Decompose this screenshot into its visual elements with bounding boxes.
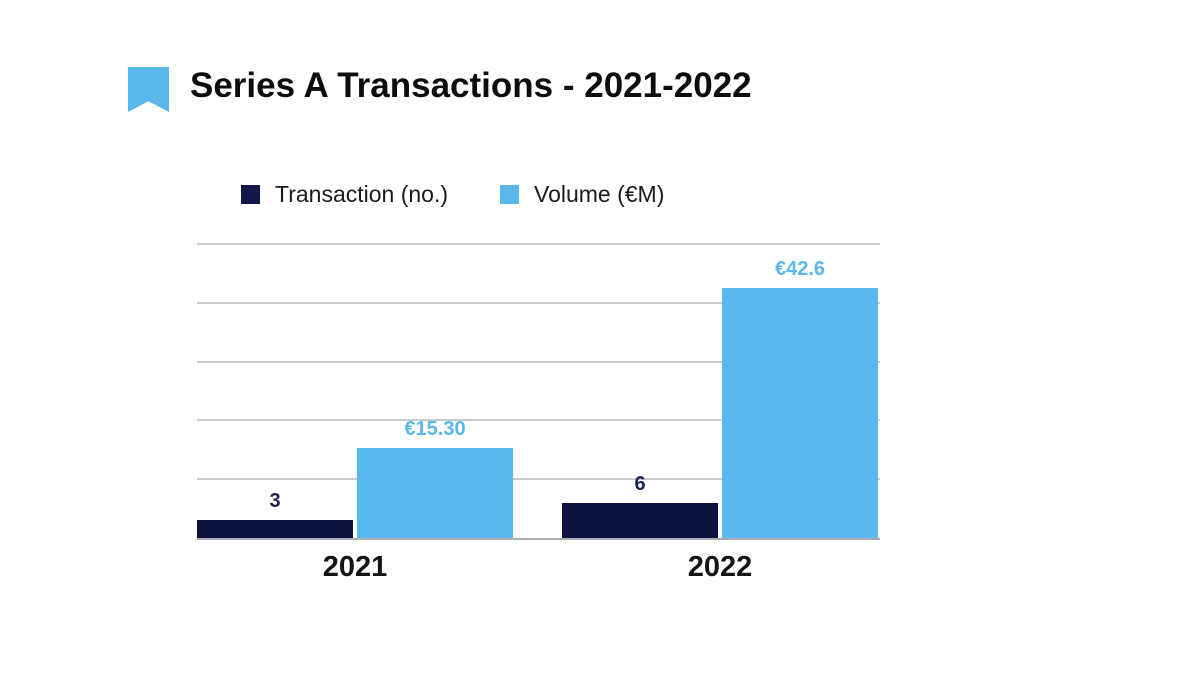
gridline [197, 419, 880, 422]
legend-item: Transaction (no.) [241, 181, 448, 208]
bar-value-label: €42.6 [774, 257, 826, 280]
page-title: Series A Transactions - 2021-2022 [190, 66, 752, 105]
bar-2021-volume [357, 448, 513, 538]
legend-item: Volume (€M) [500, 181, 664, 208]
x-axis-label-2021: 2021 [322, 551, 388, 583]
legend-swatch-icon [241, 185, 260, 204]
chart-plot-area: 3 €15.30 6 €42.6 [197, 243, 880, 540]
legend: Transaction (no.) Volume (€M) [241, 181, 664, 208]
bar-value-label: 6 [634, 472, 646, 495]
x-axis-line [197, 538, 880, 540]
legend-swatch-icon [500, 185, 519, 204]
bar-2022-volume [722, 287, 878, 538]
legend-label: Volume (€M) [534, 181, 665, 207]
gridline [197, 243, 880, 245]
gridline [197, 360, 880, 363]
x-axis-label-2022: 2022 [687, 551, 753, 583]
gridline [197, 478, 880, 481]
gridline [197, 301, 880, 304]
bar-2021-transactions [197, 520, 353, 538]
legend-label: Transaction (no.) [275, 181, 448, 207]
bar-value-label: €15.30 [404, 418, 466, 441]
bar-2022-transactions [562, 502, 718, 538]
bar-value-label: 3 [269, 490, 281, 513]
bookmark-icon [128, 67, 169, 112]
